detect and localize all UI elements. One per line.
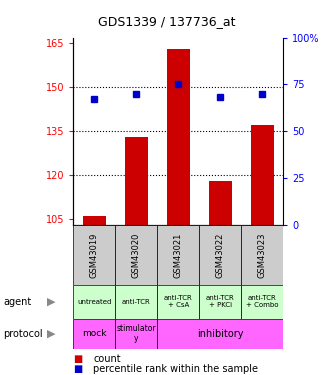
- Text: untreated: untreated: [77, 299, 112, 305]
- Bar: [73, 319, 115, 349]
- Text: count: count: [93, 354, 121, 364]
- Text: GSM43022: GSM43022: [215, 232, 225, 278]
- Bar: [166, 49, 190, 225]
- Bar: [208, 181, 232, 225]
- Bar: [115, 285, 157, 319]
- Bar: [157, 319, 283, 349]
- Bar: [115, 225, 157, 285]
- Text: GDS1339 / 137736_at: GDS1339 / 137736_at: [98, 15, 235, 28]
- Text: GSM43020: GSM43020: [132, 232, 141, 278]
- Text: ■: ■: [73, 364, 83, 374]
- Bar: [241, 225, 283, 285]
- Bar: [115, 319, 157, 349]
- Text: inhibitory: inhibitory: [197, 329, 243, 339]
- Text: protocol: protocol: [3, 329, 43, 339]
- Bar: [250, 125, 274, 225]
- Bar: [73, 225, 115, 285]
- Text: ▶: ▶: [47, 329, 56, 339]
- Bar: [125, 137, 148, 225]
- Text: percentile rank within the sample: percentile rank within the sample: [93, 364, 258, 374]
- Bar: [73, 285, 115, 319]
- Text: mock: mock: [82, 329, 107, 338]
- Bar: [157, 285, 199, 319]
- Text: GSM43019: GSM43019: [90, 232, 99, 278]
- Bar: [199, 225, 241, 285]
- Bar: [199, 285, 241, 319]
- Text: ■: ■: [73, 354, 83, 364]
- Text: GSM43023: GSM43023: [257, 232, 267, 278]
- Text: stimulator
y: stimulator y: [117, 324, 156, 344]
- Text: anti-TCR
+ CsA: anti-TCR + CsA: [164, 296, 192, 308]
- Text: anti-TCR
+ Combo: anti-TCR + Combo: [246, 296, 278, 308]
- Text: ▶: ▶: [47, 297, 56, 307]
- Bar: [241, 285, 283, 319]
- Text: anti-TCR: anti-TCR: [122, 299, 151, 305]
- Text: anti-TCR
+ PKCi: anti-TCR + PKCi: [206, 296, 234, 308]
- Text: agent: agent: [3, 297, 32, 307]
- Bar: [157, 225, 199, 285]
- Bar: [83, 216, 106, 225]
- Text: GSM43021: GSM43021: [173, 232, 183, 278]
